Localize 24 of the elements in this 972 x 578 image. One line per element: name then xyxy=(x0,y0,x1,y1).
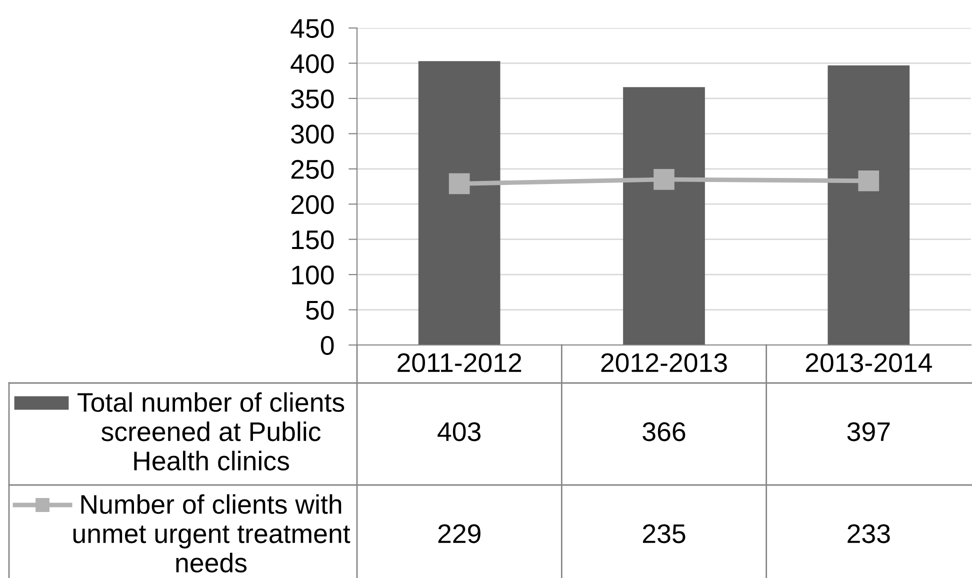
x-tick-label: 2012-2013 xyxy=(601,353,727,372)
y-tick-label: 350 xyxy=(291,89,334,108)
x-tick-label: 2011-2012 xyxy=(398,353,522,372)
y-tick-label: 400 xyxy=(290,54,334,74)
x-tick-label: 2013-2014 xyxy=(806,353,932,372)
data-label: 397 xyxy=(847,422,890,442)
y-tick-label: 0 xyxy=(320,336,334,355)
bar xyxy=(623,87,705,345)
data-label: 229 xyxy=(438,524,480,544)
y-tick-label: 250 xyxy=(291,160,334,179)
y-tick-label: 100 xyxy=(292,266,334,285)
data-label: 403 xyxy=(438,422,481,442)
bar xyxy=(828,65,910,345)
legend-label: Number of clients with unmet urgent treatment needs xyxy=(73,494,350,572)
y-tick-label: 450 xyxy=(290,18,334,38)
y-tick-label: 50 xyxy=(306,300,334,320)
legend-label: Total number of clients screened at Public Health clinics xyxy=(78,392,344,470)
bar xyxy=(418,61,500,345)
y-tick-label: 150 xyxy=(292,230,334,250)
data-label: 233 xyxy=(848,524,890,544)
y-tick-label: 300 xyxy=(291,124,334,144)
y-tick-label: 200 xyxy=(291,195,334,214)
data-label: 235 xyxy=(642,524,686,544)
data-label: 366 xyxy=(642,422,686,442)
